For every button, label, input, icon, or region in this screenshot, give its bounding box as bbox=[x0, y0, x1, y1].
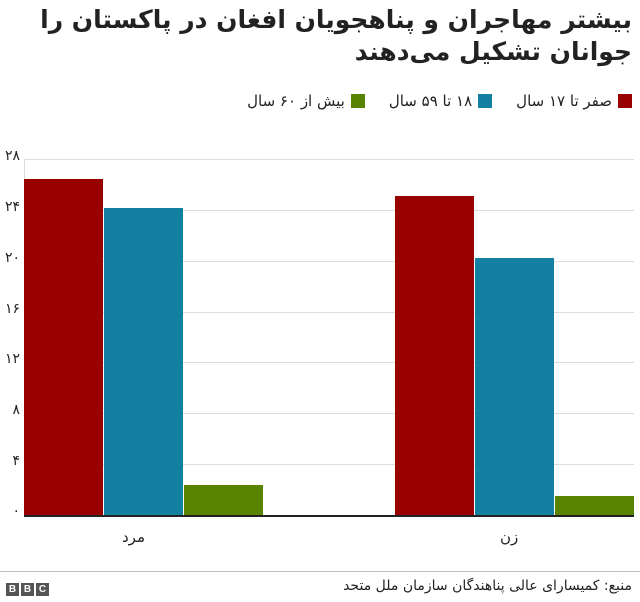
bar-woman-0-17 bbox=[395, 196, 474, 515]
legend-swatch-green bbox=[350, 94, 365, 108]
legend-item-18-59: ۱۸ تا ۵۹ سال bbox=[388, 92, 493, 110]
legend-item-0-17: صفر تا ۱۷ سال bbox=[516, 92, 632, 110]
y-tick: ۱۶ bbox=[4, 301, 20, 317]
bar-man-18-59 bbox=[104, 208, 183, 515]
gridline bbox=[24, 312, 634, 313]
bbc-logo: B B C bbox=[6, 583, 49, 596]
chart-title: بیشتر مهاجران و پناهجویان افغان در پاکست… bbox=[40, 5, 632, 66]
legend-label: ۱۸ تا ۵۹ سال bbox=[388, 92, 473, 110]
legend-item-60-plus: بیش از ۶۰ سال bbox=[247, 92, 365, 110]
legend-swatch-red bbox=[618, 94, 632, 108]
gridline bbox=[24, 362, 634, 363]
y-tick: ۴ bbox=[12, 453, 20, 469]
legend-label: بیش از ۶۰ سال bbox=[247, 92, 345, 110]
bar-woman-60-plus bbox=[555, 496, 634, 515]
gridline bbox=[24, 210, 634, 211]
bar-man-0-17 bbox=[24, 179, 103, 515]
bbc-logo-letter: B bbox=[21, 583, 34, 596]
bar-woman-18-59 bbox=[475, 258, 554, 515]
bbc-logo-letter: B bbox=[6, 583, 19, 596]
bar-man-60-plus bbox=[184, 485, 263, 515]
footer-divider bbox=[0, 571, 640, 572]
y-tick: ۱۲ bbox=[4, 351, 20, 367]
x-label-man: مرد bbox=[122, 528, 145, 546]
x-label-woman: زن bbox=[500, 528, 519, 546]
x-axis-line bbox=[24, 515, 634, 517]
gridline bbox=[24, 261, 634, 262]
y-tick: ۲۴ bbox=[4, 199, 20, 215]
source-text: منبع: کمیسارای عالی پناهندگان سازمان ملل… bbox=[343, 578, 632, 594]
gridline bbox=[24, 413, 634, 414]
legend-label: صفر تا ۱۷ سال bbox=[516, 92, 612, 110]
y-tick: ۲۰ bbox=[4, 250, 20, 266]
legend-swatch-blue bbox=[478, 94, 493, 108]
y-tick: ۸ bbox=[12, 402, 20, 418]
y-tick: ۲۸ bbox=[4, 148, 20, 164]
gridline bbox=[24, 159, 634, 160]
y-tick: ۰ bbox=[12, 503, 20, 519]
legend: صفر تا ۱۷ سال ۱۸ تا ۵۹ سال بیش از ۶۰ سال bbox=[247, 92, 632, 110]
gridline bbox=[24, 464, 634, 465]
bbc-logo-letter: C bbox=[36, 583, 49, 596]
